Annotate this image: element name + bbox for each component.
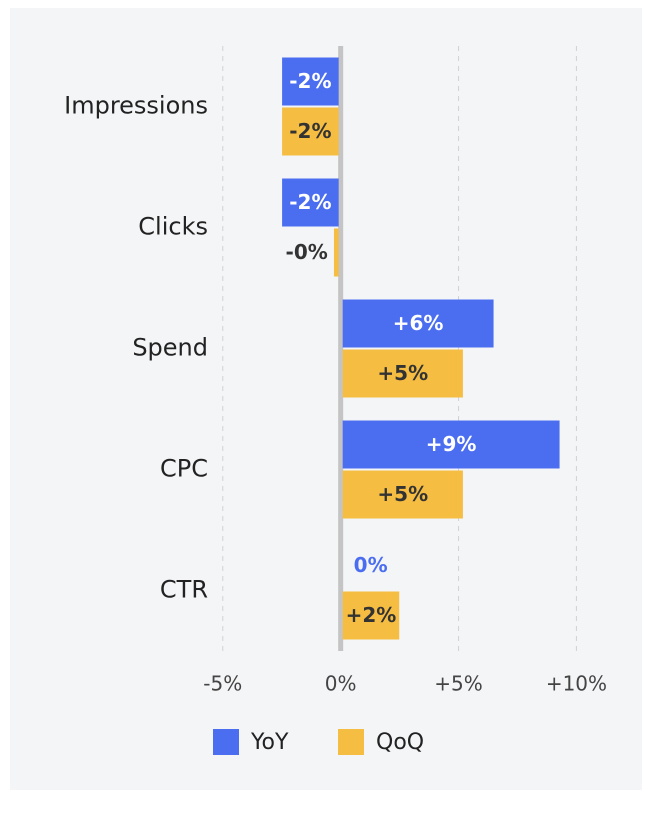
bar	[342, 470, 463, 519]
legend-swatch	[338, 729, 364, 755]
y-tick-label: CPC	[160, 455, 208, 483]
value-label: +5%	[377, 361, 428, 385]
value-label: +6%	[393, 311, 444, 335]
y-tick-label: Spend	[132, 334, 208, 362]
bar	[333, 228, 339, 277]
bar	[342, 591, 400, 640]
x-tick-label: 0%	[325, 672, 357, 696]
bar	[282, 57, 339, 106]
x-tick-label: -5%	[203, 672, 242, 696]
value-label: +9%	[426, 432, 477, 456]
value-label: -0%	[286, 240, 328, 264]
value-label: +5%	[377, 482, 428, 506]
value-label: 0%	[354, 553, 388, 577]
value-label: -2%	[289, 69, 331, 93]
y-tick-label: CTR	[160, 576, 208, 604]
bar	[342, 349, 463, 398]
y-tick-label: Impressions	[64, 92, 208, 120]
legend-label: YoY	[250, 730, 289, 755]
bar	[282, 178, 339, 227]
bar	[342, 299, 494, 348]
bar	[342, 420, 560, 469]
y-tick-label: Clicks	[138, 213, 208, 241]
legend-swatch	[213, 729, 239, 755]
value-label: -2%	[289, 190, 331, 214]
legend-label: QoQ	[376, 730, 424, 755]
bar	[282, 107, 339, 156]
value-label: +2%	[346, 603, 397, 627]
x-tick-label: +10%	[546, 672, 607, 696]
x-tick-label: +5%	[434, 672, 483, 696]
value-label: -2%	[289, 119, 331, 143]
